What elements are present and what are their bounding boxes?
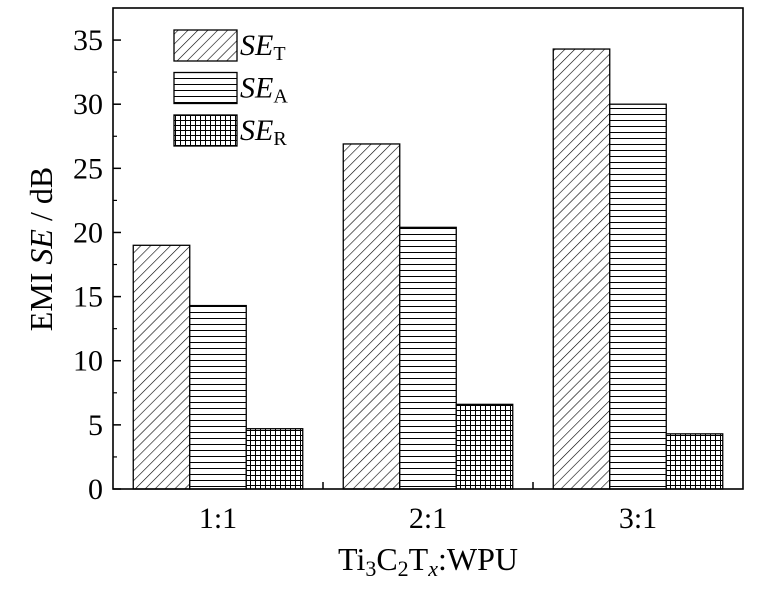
- x-axis-title: Ti3C2Tx:WPU: [338, 541, 518, 581]
- legend-swatch-se-r: [173, 114, 238, 147]
- axes-group: [112, 7, 744, 490]
- y-tick-label: 10: [73, 345, 103, 378]
- y-axis-title: EMI SE / dB: [23, 167, 59, 331]
- bar-se-t-3-1: [552, 48, 611, 490]
- legend-label-se-a: SEA: [240, 72, 288, 108]
- bar-se-r-1-1: [245, 428, 304, 490]
- legend-label-se-r: SER: [240, 114, 287, 150]
- x-tick-label: 1:1: [199, 502, 237, 535]
- y-tick-label: 0: [88, 473, 103, 506]
- bar-se-r-3-1: [665, 433, 724, 490]
- x-ticks-group: 1:1 2:1 3:1: [199, 482, 657, 535]
- y-tick-label: 20: [73, 216, 103, 249]
- legend-label-se-t: SET: [240, 29, 286, 65]
- y-tick-label: 25: [73, 152, 103, 185]
- x-tick-label: 2:1: [409, 502, 447, 535]
- bar-se-t-1-1: [132, 244, 191, 490]
- y-tick-label: 35: [73, 24, 103, 57]
- bar-se-a-3-1: [609, 103, 667, 490]
- legend-swatch-se-t: [173, 29, 238, 62]
- bars-group: [132, 48, 724, 490]
- bar-se-r-2-1: [455, 403, 514, 490]
- y-tick-label: 5: [88, 409, 103, 442]
- y-tick-label: 15: [73, 281, 103, 314]
- bar-se-t-2-1: [342, 143, 401, 490]
- legend: SET SEA SER: [173, 29, 288, 150]
- y-tick-label: 30: [73, 88, 103, 121]
- y-ticks-group: 0 5 10 15 20 25 30 35: [73, 24, 121, 506]
- plot-frame: [112, 7, 744, 490]
- bar-se-a-1-1: [189, 304, 247, 490]
- x-tick-label: 3:1: [619, 502, 657, 535]
- bar-se-a-2-1: [399, 226, 457, 490]
- legend-swatch-se-a: [173, 71, 238, 105]
